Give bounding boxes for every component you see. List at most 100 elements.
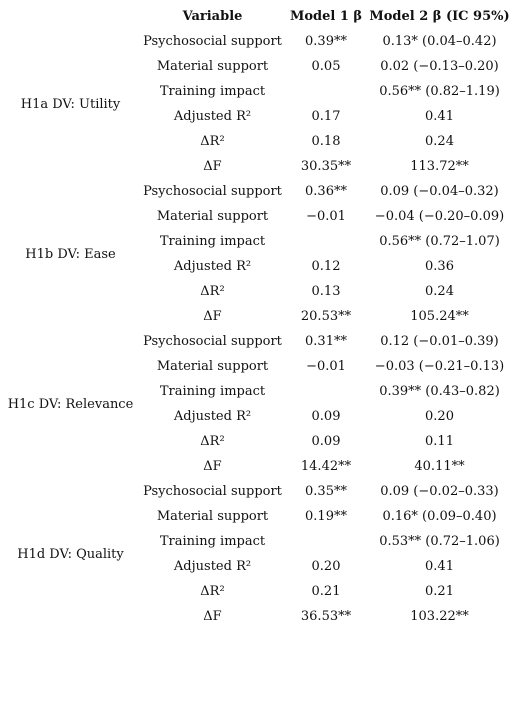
variable-cell: Material support: [156, 509, 269, 524]
variable-cell: Psychosocial support: [143, 184, 282, 199]
model-1-cell: 0.19**: [305, 509, 347, 524]
table-row: H1b DV: Ease Psychosocial support 0.36** 0.…: [0, 179, 511, 262]
table-row: ΔR² 0.21 0.21: [0, 579, 511, 604]
variable-cell: Adjusted R²: [173, 109, 252, 124]
table-row: Adjusted R² 0.20 0.41: [0, 554, 511, 579]
model-1-cell: 14.42**: [300, 459, 352, 474]
header-model-1: Model 1 β: [289, 9, 363, 24]
model-2-cell: 0.41: [425, 559, 454, 574]
table-row: Material support −0.01 −0.03 (−0.21–0.13): [0, 354, 511, 379]
model-2-cell: 105.24**: [410, 309, 469, 324]
model-1-cell: 0.12: [311, 259, 341, 274]
header-row: Variable Model 1 β Model 2 β (IC 95%): [0, 4, 511, 29]
table-row: H1a DV: Utility Psychosocial support 0.39*…: [0, 29, 511, 112]
table-row: Adjusted R² 0.12 0.36: [0, 254, 511, 279]
variable-cell: ΔR²: [200, 434, 225, 449]
variable-cell: Adjusted R²: [173, 409, 252, 424]
variable-cell: Adjusted R²: [173, 259, 252, 274]
table-row: H1c DV: Relevance Psychosocial support 0.3…: [0, 329, 511, 412]
variable-cell: ΔF: [203, 609, 222, 624]
model-2-cell: 0.24: [425, 134, 454, 149]
model-1-cell: [284, 379, 368, 404]
table-row: ΔR² 0.09 0.11: [0, 429, 511, 454]
model-1-cell: 0.21: [311, 584, 341, 599]
table-row: Training impact 0.56** (0.72–1.07): [0, 229, 511, 254]
variable-cell: ΔR²: [200, 284, 225, 299]
model-1-cell: −0.01: [306, 209, 346, 224]
model-2-cell: 0.11: [425, 434, 454, 449]
model-2-cell: 0.56** (0.82–1.19): [379, 84, 500, 99]
variable-cell: ΔR²: [200, 584, 225, 599]
model-1-cell: 0.17: [311, 109, 341, 124]
variable-cell: ΔR²: [200, 134, 225, 149]
variable-cell: Material support: [156, 59, 269, 74]
table-row: Training impact 0.39** (0.43–0.82): [0, 379, 511, 404]
header-variable: Variable: [182, 9, 243, 24]
variable-cell: Psychosocial support: [143, 484, 282, 499]
variable-cell: Training impact: [159, 384, 266, 399]
model-1-cell: 0.35**: [305, 484, 347, 499]
variable-cell: Material support: [156, 359, 269, 374]
model-2-cell: 0.36: [425, 259, 454, 274]
model-2-cell: 0.39** (0.43–0.82): [379, 384, 500, 399]
model-1-cell: 0.36**: [305, 184, 347, 199]
group-label: H1d DV: Quality: [17, 546, 124, 562]
model-2-cell: −0.04 (−0.20–0.09): [374, 209, 505, 224]
group-label: H1a DV: Utility: [20, 96, 121, 112]
table-row: ΔF 30.35** 113.72**: [0, 154, 511, 179]
variable-cell: Adjusted R²: [173, 559, 252, 574]
model-2-cell: 0.16* (0.09–0.40): [382, 509, 497, 524]
model-2-cell: 0.13* (0.04–0.42): [382, 34, 497, 49]
table-row: Material support 0.05 0.02 (−0.13–0.20): [0, 54, 511, 79]
model-2-cell: 0.41: [425, 109, 454, 124]
model-1-cell: 0.20: [311, 559, 341, 574]
model-2-cell: 0.53** (0.72–1.06): [379, 534, 500, 549]
variable-cell: Training impact: [159, 84, 266, 99]
group-label: H1c DV: Relevance: [7, 396, 134, 412]
model-1-cell: [284, 529, 368, 554]
table-row: Adjusted R² 0.09 0.20: [0, 404, 511, 429]
model-1-cell: −0.01: [306, 359, 346, 374]
table-row: ΔF 20.53** 105.24**: [0, 304, 511, 329]
model-2-cell: 0.09 (−0.04–0.32): [380, 184, 499, 199]
model-2-cell: 0.24: [425, 284, 454, 299]
variable-cell: ΔF: [203, 309, 222, 324]
model-1-cell: 0.09: [311, 434, 341, 449]
model-1-cell: 20.53**: [300, 309, 352, 324]
variable-cell: Training impact: [159, 234, 266, 249]
model-1-cell: [284, 79, 368, 104]
table-row: Material support 0.19** 0.16* (0.09–0.40): [0, 504, 511, 529]
model-2-cell: −0.03 (−0.21–0.13): [374, 359, 505, 374]
variable-cell: Training impact: [159, 534, 266, 549]
model-1-cell: 0.05: [311, 59, 341, 74]
variable-cell: ΔF: [203, 159, 222, 174]
regression-table: Variable Model 1 β Model 2 β (IC 95%) H1…: [0, 4, 511, 629]
table-row: ΔR² 0.18 0.24: [0, 129, 511, 154]
header-model-2: Model 2 β (IC 95%): [369, 9, 510, 24]
table-row: ΔF 14.42** 40.11**: [0, 454, 511, 479]
table-row: Training impact 0.53** (0.72–1.06): [0, 529, 511, 554]
variable-cell: Psychosocial support: [143, 34, 282, 49]
table-row: H1d DV: Quality Psychosocial support 0.35*…: [0, 479, 511, 562]
model-1-cell: [284, 229, 368, 254]
group-label: H1b DV: Ease: [25, 246, 116, 262]
model-1-cell: 0.18: [311, 134, 341, 149]
model-2-cell: 0.56** (0.72–1.07): [379, 234, 500, 249]
model-1-cell: 36.53**: [300, 609, 352, 624]
model-2-cell: 0.12 (−0.01–0.39): [380, 334, 499, 349]
table-row: ΔF 36.53** 103.22**: [0, 604, 511, 629]
table-row: ΔR² 0.13 0.24: [0, 279, 511, 304]
variable-cell: ΔF: [203, 459, 222, 474]
model-1-cell: 0.13: [311, 284, 341, 299]
model-2-cell: 113.72**: [410, 159, 469, 174]
model-1-cell: 0.31**: [305, 334, 347, 349]
table-row: Training impact 0.56** (0.82–1.19): [0, 79, 511, 104]
table-row: Adjusted R² 0.17 0.41: [0, 104, 511, 129]
model-1-cell: 0.09: [311, 409, 341, 424]
table-row: Material support −0.01 −0.04 (−0.20–0.09): [0, 204, 511, 229]
model-2-cell: 0.02 (−0.13–0.20): [380, 59, 499, 74]
variable-cell: Psychosocial support: [143, 334, 282, 349]
variable-cell: Material support: [156, 209, 269, 224]
table-body: H1a DV: Utility Psychosocial support 0.39*…: [0, 29, 511, 629]
model-1-cell: 30.35**: [300, 159, 352, 174]
